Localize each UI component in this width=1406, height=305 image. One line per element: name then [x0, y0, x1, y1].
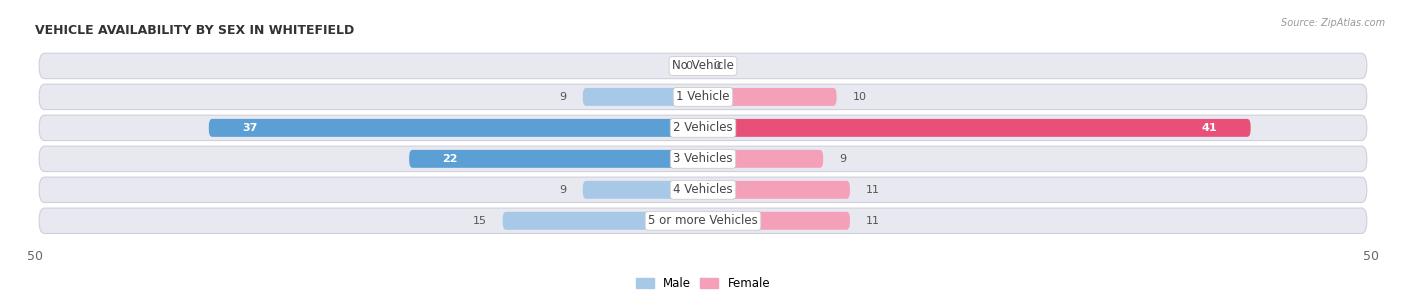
FancyBboxPatch shape — [703, 212, 849, 230]
FancyBboxPatch shape — [409, 150, 703, 168]
Text: VEHICLE AVAILABILITY BY SEX IN WHITEFIELD: VEHICLE AVAILABILITY BY SEX IN WHITEFIEL… — [35, 24, 354, 38]
Text: Source: ZipAtlas.com: Source: ZipAtlas.com — [1281, 18, 1385, 28]
Text: 3 Vehicles: 3 Vehicles — [673, 152, 733, 165]
Legend: Male, Female: Male, Female — [631, 272, 775, 294]
Text: 10: 10 — [852, 92, 866, 102]
FancyBboxPatch shape — [703, 181, 849, 199]
FancyBboxPatch shape — [703, 88, 837, 106]
FancyBboxPatch shape — [582, 88, 703, 106]
Text: 9: 9 — [560, 185, 567, 195]
Text: 1 Vehicle: 1 Vehicle — [676, 90, 730, 103]
Text: 37: 37 — [242, 123, 257, 133]
FancyBboxPatch shape — [39, 177, 1367, 203]
FancyBboxPatch shape — [39, 146, 1367, 171]
FancyBboxPatch shape — [703, 150, 823, 168]
FancyBboxPatch shape — [703, 119, 1250, 137]
Text: No Vehicle: No Vehicle — [672, 59, 734, 72]
Text: 11: 11 — [866, 216, 880, 226]
Text: 22: 22 — [443, 154, 458, 164]
Text: 41: 41 — [1202, 123, 1218, 133]
Text: 4 Vehicles: 4 Vehicles — [673, 183, 733, 196]
FancyBboxPatch shape — [39, 208, 1367, 233]
FancyBboxPatch shape — [582, 181, 703, 199]
Text: 9: 9 — [560, 92, 567, 102]
Text: 0: 0 — [685, 61, 692, 71]
Text: 0: 0 — [714, 61, 721, 71]
FancyBboxPatch shape — [39, 84, 1367, 109]
FancyBboxPatch shape — [39, 115, 1367, 141]
Text: 5 or more Vehicles: 5 or more Vehicles — [648, 214, 758, 227]
Text: 15: 15 — [472, 216, 486, 226]
Text: 11: 11 — [866, 185, 880, 195]
Text: 9: 9 — [839, 154, 846, 164]
Text: 2 Vehicles: 2 Vehicles — [673, 121, 733, 135]
FancyBboxPatch shape — [39, 53, 1367, 79]
FancyBboxPatch shape — [208, 119, 703, 137]
FancyBboxPatch shape — [502, 212, 703, 230]
